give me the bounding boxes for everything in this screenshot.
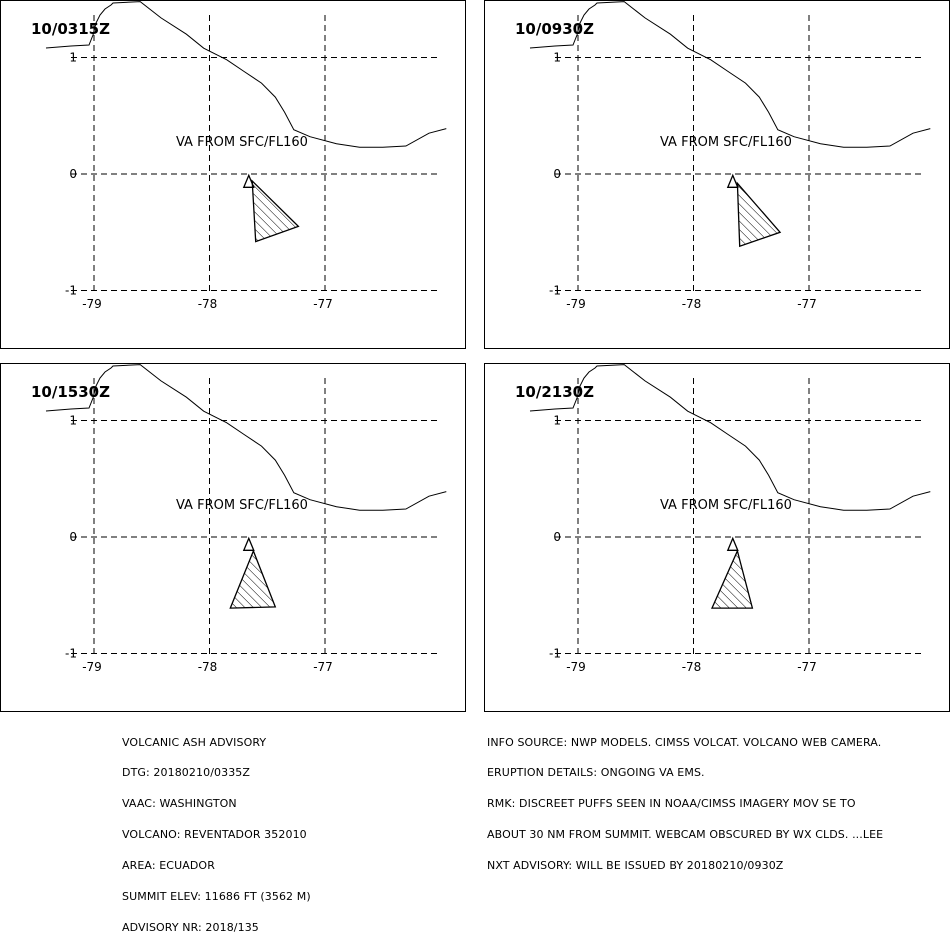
volcano-icon <box>726 173 739 188</box>
ash-cloud-polygon <box>229 549 277 609</box>
advisory-line: ERUPTION DETAILS: ONGOING VA EMS. <box>487 766 705 780</box>
advisory-line: ADVISORY NR: 2018/135 <box>122 920 259 934</box>
latitude-label: -1 <box>65 284 77 298</box>
ash-cloud-polygon <box>251 179 300 243</box>
latitude-label: -1 <box>549 284 561 298</box>
advisory-line: VAAC: WASHINGTON <box>122 797 237 811</box>
volcano-icon <box>242 173 255 188</box>
advisory-line: VOLCANIC ASH ADVISORY <box>122 735 267 749</box>
forecast-panel-0930z: -79 -78 -77 1 0 -1 VA FROM SFC/FL160 10/0930Z <box>484 0 950 349</box>
longitude-label: -78 <box>682 660 702 674</box>
coastline <box>45 1 447 148</box>
advisory-line: AREA: ECUADOR <box>122 859 215 873</box>
longitude-label: -77 <box>313 297 333 311</box>
advisory-details-right: INFO SOURCE: NWP MODELS. CIMSS VOLCAT. V… <box>487 717 883 882</box>
longitude-label: -79 <box>82 297 102 311</box>
ash-cloud-polygon <box>710 549 754 609</box>
advisory-line: NXT ADVISORY: WILL BE ISSUED BY 20180210… <box>487 859 784 873</box>
latitude-label: -1 <box>65 647 77 661</box>
longitude-label: -79 <box>566 297 586 311</box>
coastline <box>529 1 931 148</box>
advisory-line: DTG: 20180210/0335Z <box>122 766 251 780</box>
coastline <box>45 364 447 511</box>
valid-time-label: 10/0930Z <box>515 20 594 38</box>
longitude-label: -78 <box>682 297 702 311</box>
forecast-panel-1530z: -79 -78 -77 1 0 -1 VA FROM SFC/FL160 10/1530Z <box>0 363 466 712</box>
volcano-icon <box>726 536 739 551</box>
advisory-line: INFO SOURCE: NWP MODELS. CIMSS VOLCAT. V… <box>487 735 882 749</box>
latitude-label: 0 <box>553 167 561 181</box>
longitude-label: -78 <box>198 660 218 674</box>
coastline <box>529 364 931 511</box>
valid-time-label: 10/0315Z <box>31 20 110 38</box>
latitude-label: 0 <box>553 530 561 544</box>
advisory-line: VOLCANO: REVENTADOR 352010 <box>122 828 307 842</box>
forecast-panel-2130z: -79 -78 -77 1 0 -1 VA FROM SFC/FL160 10/2130Z <box>484 363 950 712</box>
advisory-header-left: VOLCANIC ASH ADVISORY DTG: 20180210/0335… <box>122 717 311 944</box>
latitude-label: 0 <box>69 530 77 544</box>
advisory-line: ABOUT 30 NM FROM SUMMIT. WEBCAM OBSCURED… <box>487 828 884 842</box>
latitude-label: 1 <box>69 414 77 428</box>
latitude-label: 1 <box>553 51 561 65</box>
latitude-label: 1 <box>69 51 77 65</box>
volcano-icon <box>242 536 255 551</box>
va-label: VA FROM SFC/FL160 <box>176 135 308 150</box>
valid-time-label: 10/2130Z <box>515 383 594 401</box>
longitude-label: -78 <box>198 297 218 311</box>
map-svg: -79 -78 -77 1 0 -1 VA FROM SFC/FL160 10/0315Z <box>31 1 447 311</box>
advisory-line: RMK: DISCREET PUFFS SEEN IN NOAA/CIMSS I… <box>487 797 856 811</box>
map-svg: -79 -78 -77 1 0 -1 VA FROM SFC/FL160 10/0930Z <box>515 1 931 311</box>
longitude-label: -77 <box>313 660 333 674</box>
forecast-panel-0315z: -79 -78 -77 1 0 -1 VA FROM SFC/FL160 10/0315Z <box>0 0 466 349</box>
va-label: VA FROM SFC/FL160 <box>660 135 792 150</box>
longitude-label: -79 <box>82 660 102 674</box>
valid-time-label: 10/1530Z <box>31 383 110 401</box>
latitude-label: 0 <box>69 167 77 181</box>
map-svg: -79 -78 -77 1 0 -1 VA FROM SFC/FL160 10/2130Z <box>515 364 931 674</box>
map-svg: -79 -78 -77 1 0 -1 VA FROM SFC/FL160 10/1530Z <box>31 364 447 674</box>
longitude-label: -79 <box>566 660 586 674</box>
latitude-label: -1 <box>549 647 561 661</box>
longitude-label: -77 <box>797 660 817 674</box>
va-label: VA FROM SFC/FL160 <box>660 498 792 513</box>
ash-cloud-polygon <box>736 181 782 248</box>
latitude-label: 1 <box>553 414 561 428</box>
va-label: VA FROM SFC/FL160 <box>176 498 308 513</box>
longitude-label: -77 <box>797 297 817 311</box>
advisory-line: SUMMIT ELEV: 11686 FT (3562 M) <box>122 890 311 904</box>
